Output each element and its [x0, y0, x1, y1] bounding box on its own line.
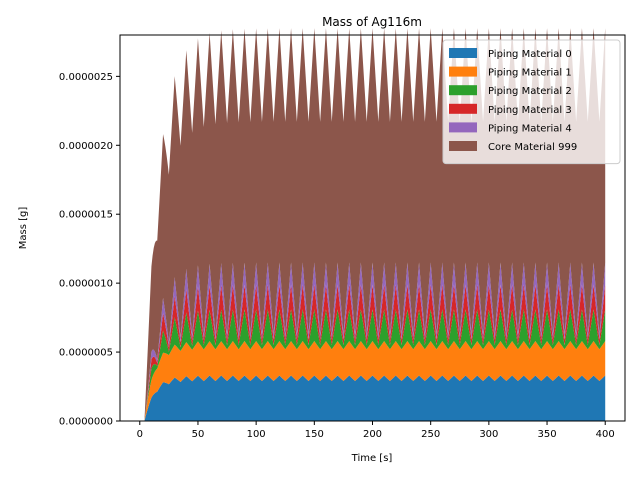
legend-swatch — [449, 48, 477, 58]
legend-label: Piping Material 4 — [488, 123, 572, 134]
legend-box — [442, 39, 621, 165]
area-series-4 — [144, 262, 606, 421]
x-tick-label: 400 — [596, 429, 615, 440]
chart-title: Mass of Ag116m — [322, 15, 422, 29]
legend-label: Core Material 999 — [488, 142, 577, 153]
area-series-1 — [144, 341, 606, 421]
legend-swatch — [449, 141, 477, 151]
x-tick-label: 200 — [363, 429, 382, 440]
legend-swatch — [449, 122, 477, 133]
y-tick-label: 0.0000005 — [59, 348, 113, 359]
x-tick-label: 350 — [537, 429, 556, 440]
legend-label: Piping Material 1 — [488, 68, 572, 79]
y-tick-label: 0.0000010 — [59, 279, 113, 290]
legend: Piping Material 0 Piping Material 1 Piping… — [442, 39, 621, 165]
legend-swatch — [449, 103, 477, 114]
x-axis-title: Time [s] — [351, 453, 393, 464]
y-tick-label: 0.0000020 — [59, 141, 113, 152]
area-series-3 — [144, 284, 606, 421]
y-axis-title: Mass [g] — [18, 207, 29, 250]
y-axis: 0.0000000 0.0000005 0.0000010 0.0000015 0.00… — [59, 72, 120, 428]
legend-label: Piping Material 3 — [488, 105, 572, 116]
x-tick-label: 0 — [137, 429, 143, 440]
x-tick-label: 50 — [192, 429, 205, 440]
x-axis: 0 50 100 150 200 250 300 350 400 — [137, 421, 615, 440]
y-tick-label: 0.0000025 — [59, 72, 113, 83]
x-tick-label: 300 — [479, 429, 498, 440]
legend-swatch — [449, 85, 477, 96]
x-tick-label: 100 — [247, 429, 266, 440]
y-tick-label: 0.0000015 — [59, 210, 113, 221]
legend-label: Piping Material 0 — [488, 49, 572, 60]
legend-swatch — [449, 66, 477, 77]
legend-label: Piping Material 2 — [488, 86, 572, 97]
y-tick-label: 0.0000000 — [59, 417, 113, 428]
x-tick-label: 150 — [305, 429, 324, 440]
x-tick-label: 250 — [421, 429, 440, 440]
area-series-2 — [144, 309, 606, 421]
area-series-0 — [144, 375, 606, 421]
